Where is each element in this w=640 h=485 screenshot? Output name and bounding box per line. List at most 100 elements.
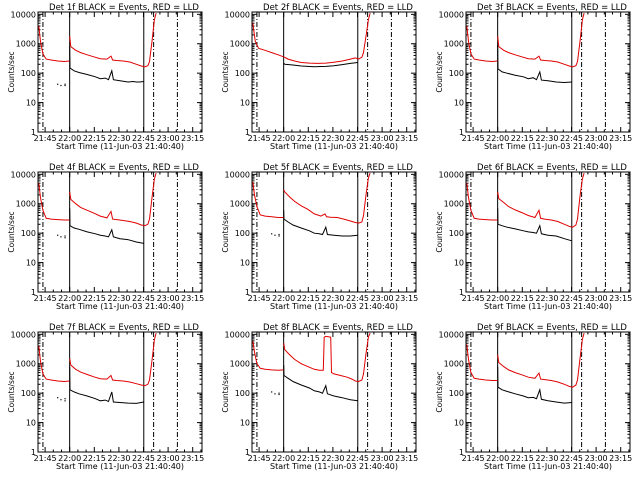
x-tick-label: 22:30 xyxy=(535,454,558,463)
series-events xyxy=(271,210,358,237)
plot-frame xyxy=(465,11,631,133)
x-axis-label: Start Time (11-Jun-03 21:40:40) xyxy=(270,302,398,311)
y-tick-label: 10 xyxy=(454,99,464,108)
x-tick-label: 22:45 xyxy=(132,134,155,143)
detector-panel-8: Det 8f BLACK = Events, RED = LLD 1 10 100 10… xyxy=(221,323,418,471)
x-tick-label: 21:45 xyxy=(34,294,57,303)
series-events xyxy=(57,46,144,87)
x-tick-label: 23:15 xyxy=(609,134,632,143)
x-tick-label: 22:45 xyxy=(132,294,155,303)
y-tick-label: 100 xyxy=(235,69,250,78)
x-tick-label: 23:15 xyxy=(395,134,418,143)
series-events xyxy=(497,208,572,242)
x-tick-label: 21:45 xyxy=(248,294,271,303)
series-line-lld xyxy=(69,12,157,68)
y-tick-label: 1000 xyxy=(444,360,464,369)
y-tick-label: 1000 xyxy=(230,360,250,369)
y-tick-label: 100 xyxy=(21,69,36,78)
x-tick-label: 22:15 xyxy=(83,454,106,463)
x-tick-label: 21:45 xyxy=(462,454,485,463)
x-tick-label: 22:30 xyxy=(321,134,344,143)
y-tick-label: 1 xyxy=(31,128,36,137)
series-point-events xyxy=(64,83,66,85)
y-tick-label: 100 xyxy=(235,389,250,398)
detector-panel-7: Det 7f BLACK = Events, RED = LLD 1 10 100 10… xyxy=(7,323,204,471)
y-tick-label: 1000 xyxy=(444,40,464,49)
y-axis-label: Counts/sec xyxy=(435,211,444,252)
y-tick-label: 10000 xyxy=(225,170,250,179)
y-tick-label: 10 xyxy=(454,259,464,268)
series-line-events xyxy=(283,210,358,237)
x-tick-label: 22:00 xyxy=(58,294,81,303)
x-axis-label: Start Time (11-Jun-03 21:40:40) xyxy=(56,302,184,311)
y-tick-label: 10000 xyxy=(439,170,464,179)
y-tick-label: 1 xyxy=(31,288,36,297)
series-line-lld xyxy=(283,172,371,224)
series-lld xyxy=(38,12,157,68)
x-tick-label: 22:15 xyxy=(83,134,106,143)
x-tick-label: 22:30 xyxy=(107,454,130,463)
x-tick-label: 21:45 xyxy=(34,134,57,143)
series-events xyxy=(57,208,144,244)
x-tick-label: 23:15 xyxy=(395,294,418,303)
y-axis-label: Counts/sec xyxy=(7,371,16,412)
y-tick-label: 100 xyxy=(21,389,36,398)
series-lld xyxy=(466,332,585,388)
series-line-lld xyxy=(69,172,157,227)
x-axis-label: Start Time (11-Jun-03 21:40:40) xyxy=(56,142,184,151)
y-tick-label: 100 xyxy=(21,229,36,238)
x-tick-label: 23:00 xyxy=(585,294,608,303)
x-tick-label: 22:00 xyxy=(58,454,81,463)
y-tick-label: 100 xyxy=(235,229,250,238)
panel-title: Det 3f BLACK = Events, RED = LLD xyxy=(477,3,627,13)
plot-frame xyxy=(37,331,203,453)
y-tick-label: 1000 xyxy=(16,40,36,49)
y-tick-label: 10000 xyxy=(439,330,464,339)
series-events xyxy=(271,365,358,402)
series-lld xyxy=(252,12,371,64)
x-tick-label: 22:45 xyxy=(560,294,583,303)
series-line-events xyxy=(69,366,144,404)
x-tick-label: 22:00 xyxy=(486,454,509,463)
y-tick-label: 1000 xyxy=(16,200,36,209)
series-line-lld xyxy=(283,12,371,64)
x-axis-label: Start Time (11-Jun-03 21:40:40) xyxy=(56,462,184,471)
x-tick-label: 23:00 xyxy=(157,294,180,303)
series-lld xyxy=(466,12,585,68)
plot-frame xyxy=(465,331,631,453)
series-point-events xyxy=(274,393,276,395)
x-tick-label: 22:15 xyxy=(511,294,534,303)
y-tick-label: 10000 xyxy=(225,330,250,339)
plot-frame xyxy=(251,171,417,293)
panel-title: Det 2f BLACK = Events, RED = LLD xyxy=(263,3,413,13)
x-tick-label: 23:15 xyxy=(181,454,204,463)
series-point-events xyxy=(60,236,62,238)
y-tick-label: 10 xyxy=(26,419,36,428)
series-line-events xyxy=(69,46,144,83)
plot-frame xyxy=(37,171,203,293)
x-tick-label: 22:15 xyxy=(297,294,320,303)
x-tick-label: 22:45 xyxy=(346,134,369,143)
y-tick-label: 1 xyxy=(459,128,464,137)
y-tick-label: 1 xyxy=(459,448,464,457)
plot-frame xyxy=(465,171,631,293)
y-tick-label: 10000 xyxy=(11,170,36,179)
detector-panel-2: Det 2f BLACK = Events, RED = LLD 1 10 100 10… xyxy=(221,3,418,151)
series-line-events xyxy=(283,365,358,402)
y-axis-label: Counts/sec xyxy=(435,51,444,92)
x-axis-label: Start Time (11-Jun-03 21:40:40) xyxy=(484,462,612,471)
y-tick-label: 10 xyxy=(26,99,36,108)
x-tick-label: 21:45 xyxy=(462,294,485,303)
series-point-events xyxy=(278,235,280,237)
y-tick-label: 10 xyxy=(26,259,36,268)
series-lld xyxy=(38,332,157,387)
series-line-lld xyxy=(38,345,70,383)
x-tick-label: 22:30 xyxy=(321,454,344,463)
series-line-lld xyxy=(497,12,585,68)
series-line-lld xyxy=(38,183,70,221)
panel-title: Det 7f BLACK = Events, RED = LLD xyxy=(49,323,199,333)
series-events xyxy=(57,366,144,404)
series-point-events xyxy=(57,397,59,399)
series-line-lld xyxy=(252,23,284,58)
